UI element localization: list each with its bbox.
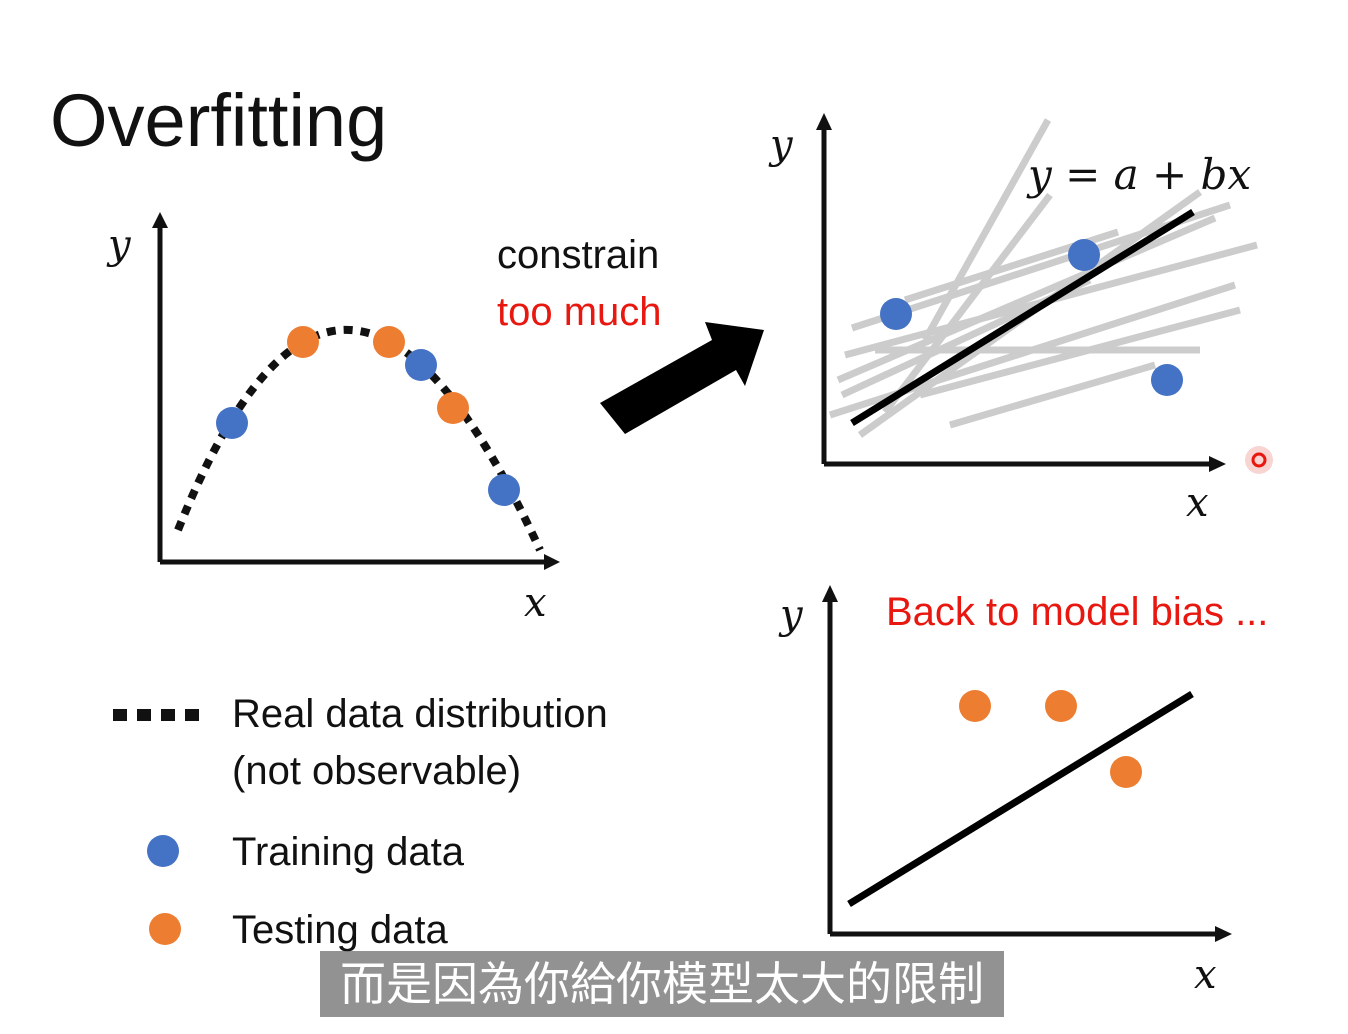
- testing-point: [1045, 690, 1077, 722]
- bottom-right-x-axis-arrow: [1215, 926, 1232, 942]
- model-bias-note: Back to model bias ...: [886, 590, 1269, 634]
- left-y-axis-label: y: [108, 222, 131, 268]
- legend-training-icon: [147, 835, 179, 867]
- biased-fitted-line: [847, 691, 1194, 907]
- top-right-y-axis-arrow: [816, 113, 832, 130]
- testing-point: [959, 690, 991, 722]
- bottom-right-y-axis-arrow: [822, 585, 838, 602]
- training-point: [216, 407, 248, 439]
- legend-dotted-line-icon: [113, 709, 199, 721]
- bottom-right-axes: [822, 585, 1232, 942]
- arrow-label-too-much: too much: [497, 290, 662, 334]
- testing-point: [287, 326, 319, 358]
- left-y-axis-arrow: [152, 212, 168, 228]
- training-point: [1068, 239, 1100, 271]
- fitted-line: [850, 209, 1195, 426]
- left-x-axis-arrow: [544, 554, 560, 570]
- top-right-x-axis-arrow: [1209, 456, 1226, 472]
- testing-point: [373, 326, 405, 358]
- legend-training-label: Training data: [232, 830, 464, 874]
- left-axes: [152, 212, 560, 570]
- testing-point: [1110, 756, 1142, 788]
- real-distribution-curve: [174, 326, 544, 552]
- training-point: [880, 298, 912, 330]
- training-point: [488, 474, 520, 506]
- constrain-arrow: [600, 322, 764, 434]
- legend-testing-label: Testing data: [232, 908, 448, 952]
- testing-point: [437, 392, 469, 424]
- laser-pointer-dot: [1245, 446, 1273, 474]
- training-point: [1151, 364, 1183, 396]
- bottom-right-x-axis-label: x: [1194, 952, 1217, 998]
- arrow-label-constrain: constrain: [497, 233, 660, 277]
- subtitle-caption: 而是因為你給你模型太大的限制: [320, 951, 1004, 1017]
- top-right-x-axis-label: x: [1186, 480, 1209, 526]
- training-point: [405, 349, 437, 381]
- page-title: Overfitting: [50, 79, 388, 162]
- legend-real-line2: (not observable): [232, 749, 522, 793]
- legend-real-line1: Real data distribution: [232, 692, 608, 736]
- equation-label: y = a + bx: [1028, 150, 1252, 199]
- candidate-lines: [828, 118, 1258, 438]
- left-x-axis-label: x: [524, 580, 547, 626]
- bottom-right-y-axis-label: y: [780, 592, 803, 638]
- top-right-y-axis-label: y: [770, 122, 793, 168]
- top-right-axes: [816, 113, 1226, 472]
- legend-testing-icon: [149, 913, 181, 945]
